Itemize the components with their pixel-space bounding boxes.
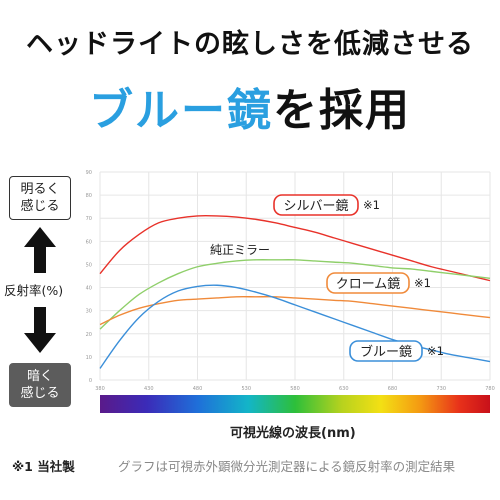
reflectance-axis-label: 反射率(%) [4, 283, 64, 298]
y-tick-label: 80 [86, 193, 92, 199]
y-tick-label: 90 [86, 170, 92, 176]
series-note: ※1 [414, 276, 431, 290]
x-tick-label: 630 [339, 386, 349, 392]
x-tick-label: 730 [436, 386, 446, 392]
series-line [99, 259, 491, 330]
y-tick-label: 0 [89, 378, 92, 384]
series-label-box [326, 272, 410, 294]
series-label: シルバー鏡 [283, 199, 348, 214]
x-tick-label: 780 [485, 386, 495, 392]
y-tick-label: 40 [86, 286, 92, 292]
y-tick-label: 20 [86, 332, 92, 338]
x-axis-title: 可視光線の波長(nm) [230, 426, 356, 441]
series-line [99, 284, 491, 369]
dark-label: 暗く 感じる [20, 369, 60, 401]
series-note: ※1 [427, 344, 444, 358]
series-label: クローム鏡 [336, 277, 401, 292]
y-tick-label: 60 [86, 239, 92, 245]
x-tick-label: 580 [290, 386, 300, 392]
y-tick-label: 50 [86, 262, 92, 268]
arrow-down-icon [24, 307, 56, 353]
series-label: ブルー鏡 [360, 344, 412, 360]
series-line [99, 214, 491, 282]
y-tick-label: 10 [86, 355, 92, 361]
series-line [99, 296, 491, 326]
footnote-company: ※1 当社製 [12, 459, 75, 474]
title-blue: ブルー鏡 [89, 85, 273, 136]
x-tick-label: 680 [388, 386, 398, 392]
dark-label-box: 暗く 感じる [9, 363, 71, 407]
visible-spectrum-bar [100, 395, 490, 413]
x-tick-label: 530 [241, 386, 251, 392]
arrow-up-icon [24, 227, 56, 273]
page-title: ブルー鏡を採用 [0, 74, 500, 138]
x-tick-label: 430 [144, 386, 154, 392]
series-label-box [349, 340, 423, 362]
y-tick-label: 30 [86, 309, 92, 315]
series-note: ※1 [363, 198, 380, 212]
headline: ヘッドライトの眩しさを低減させる [26, 29, 474, 60]
y-tick-label: 70 [86, 216, 92, 222]
series-label: 純正ミラー [210, 243, 270, 257]
bright-label: 明るく 感じる [20, 182, 60, 214]
x-tick-label: 380 [95, 386, 105, 392]
series-label-box [273, 194, 359, 216]
title-black: を採用 [273, 85, 411, 136]
bright-label-box: 明るく 感じる [9, 176, 71, 220]
x-tick-label: 480 [193, 386, 203, 392]
footnote-measurement: グラフは可視赤外顕微分光測定器による鏡反射率の測定結果 [118, 459, 456, 474]
